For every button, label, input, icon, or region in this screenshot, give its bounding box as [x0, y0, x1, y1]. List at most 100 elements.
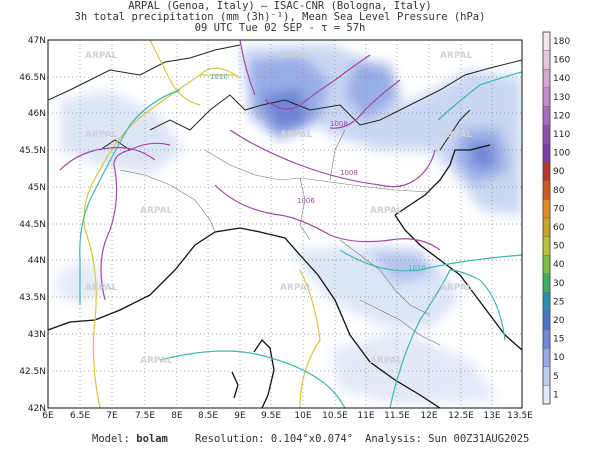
legend-swatch [542, 199, 551, 219]
svg-text:12.5E: 12.5E [448, 411, 474, 421]
svg-text:ARPAL: ARPAL [85, 130, 118, 140]
country-borders [48, 44, 522, 151]
legend-label: 5 [553, 372, 559, 382]
legend-label: 20 [553, 316, 565, 326]
longitude-axis: 6E 6.5E 7E 7.5E 8E 8.5E 9E 9.5E 10E 10.5… [42, 411, 533, 421]
legend-swatch [542, 180, 551, 200]
svg-text:13.5E: 13.5E [507, 411, 533, 421]
legend-label: 1 [553, 390, 559, 400]
svg-text:12E: 12E [420, 411, 437, 421]
isobar-label-1010-north: 1010 [210, 73, 228, 81]
isobars [59, 40, 522, 408]
title-line-3: 09 UTC Tue 02 SEP - τ = 57h [194, 22, 366, 34]
svg-text:ARPAL: ARPAL [280, 51, 313, 61]
svg-text:7E: 7E [106, 411, 118, 421]
legend-label: 80 [553, 186, 565, 196]
svg-text:6.5E: 6.5E [70, 411, 90, 421]
title-line-1: ARPAL (Genoa, Italy) — ISAC-CNR (Bologna… [128, 0, 432, 12]
legend-label: 120 [553, 111, 570, 121]
footer-analysis: Analysis: Sun 00Z31AUG2025 [365, 433, 530, 445]
svg-text:44.5N: 44.5N [19, 220, 46, 230]
svg-text:ARPAL: ARPAL [280, 130, 313, 140]
legend-swatch [542, 87, 551, 107]
legend-label: 180 [553, 37, 570, 47]
legend-swatch [542, 161, 551, 181]
legend-swatch [542, 124, 551, 144]
arpal-watermarks: ARPAL ARPAL ARPAL ARPAL ARPAL ARPAL ARPA… [85, 51, 473, 366]
svg-text:42N: 42N [28, 404, 46, 414]
legend-label: 40 [553, 260, 565, 270]
legend-swatch [542, 31, 551, 51]
svg-text:42.5N: 42.5N [19, 367, 46, 377]
legend-swatch [542, 254, 551, 274]
legend-label: 160 [553, 56, 570, 66]
svg-text:ARPAL: ARPAL [440, 130, 473, 140]
svg-text:43N: 43N [28, 330, 46, 340]
svg-text:ARPAL: ARPAL [140, 356, 173, 366]
legend-label: 110 [553, 130, 570, 140]
legend-swatch [542, 217, 551, 237]
svg-text:11E: 11E [357, 411, 374, 421]
legend-swatch [542, 329, 551, 349]
legend-swatch [542, 385, 551, 405]
legend-swatch [542, 50, 551, 70]
legend-swatch [542, 106, 551, 126]
svg-text:46.5N: 46.5N [19, 73, 46, 83]
model-value: bolam [136, 433, 168, 445]
legend-label: 25 [553, 297, 564, 307]
legend-label: 100 [553, 149, 570, 159]
svg-text:ARPAL: ARPAL [370, 356, 403, 366]
legend-label: 140 [553, 74, 570, 84]
svg-text:45N: 45N [28, 183, 46, 193]
legend-swatch [542, 68, 551, 88]
footer-resolution: Resolution: 0.104°x0.074° [195, 433, 354, 445]
isobar-label-1010-south: 1010 [408, 264, 426, 272]
svg-text:9E: 9E [234, 411, 246, 421]
legend-swatch [542, 273, 551, 293]
latitude-axis: 47N 46.5N 46N 45.5N 45N 44.5N 44N 43.5N … [19, 36, 46, 414]
precipitation-field [55, 44, 522, 405]
legend-swatch [542, 366, 551, 386]
svg-text:8E: 8E [171, 411, 183, 421]
legend-swatch [542, 236, 551, 256]
footer-model: Model: bolam [92, 433, 168, 445]
region-borders [119, 129, 441, 346]
map-frame [47, 39, 523, 409]
legend-swatch [542, 310, 551, 330]
legend-label: 15 [553, 335, 564, 345]
legend-label: 10 [553, 353, 565, 363]
legend-frame [542, 31, 551, 405]
svg-text:10E: 10E [294, 411, 311, 421]
legend-label: 30 [553, 279, 565, 289]
title-line-2: 3h total precipitation (mm (3h)⁻¹), Mean… [74, 11, 486, 23]
isobar-labels: 1010 1008 1008 1006 1010 [210, 73, 426, 272]
svg-text:10.5E: 10.5E [322, 411, 348, 421]
isobar-label-1008-center: 1008 [330, 120, 348, 128]
svg-text:ARPAL: ARPAL [140, 206, 173, 216]
model-label: Model: [92, 433, 130, 445]
legend-label: 60 [553, 223, 565, 233]
svg-text:ARPAL: ARPAL [85, 283, 118, 293]
legend-swatch [542, 292, 551, 312]
svg-text:7.5E: 7.5E [135, 411, 155, 421]
legend-label: 70 [553, 204, 565, 214]
svg-text:45.5N: 45.5N [19, 146, 46, 156]
legend-swatch [542, 348, 551, 368]
legend-label: 90 [553, 167, 565, 177]
svg-text:ARPAL: ARPAL [440, 283, 473, 293]
svg-text:47N: 47N [28, 36, 46, 46]
precipitation-legend: 1801601401301201101009080706050403025201… [542, 31, 570, 405]
svg-text:9.5E: 9.5E [261, 411, 281, 421]
svg-text:11.5E: 11.5E [384, 411, 410, 421]
legend-label: 50 [553, 242, 565, 252]
isobar-label-1006: 1006 [297, 197, 315, 205]
svg-text:6E: 6E [42, 411, 54, 421]
svg-text:43.5N: 43.5N [19, 293, 46, 303]
svg-text:ARPAL: ARPAL [440, 51, 473, 61]
svg-text:ARPAL: ARPAL [280, 283, 313, 293]
legend-swatch [542, 143, 551, 163]
svg-text:46N: 46N [28, 109, 46, 119]
svg-text:ARPAL: ARPAL [85, 51, 118, 61]
isobar-label-1008-east: 1008 [340, 169, 358, 177]
